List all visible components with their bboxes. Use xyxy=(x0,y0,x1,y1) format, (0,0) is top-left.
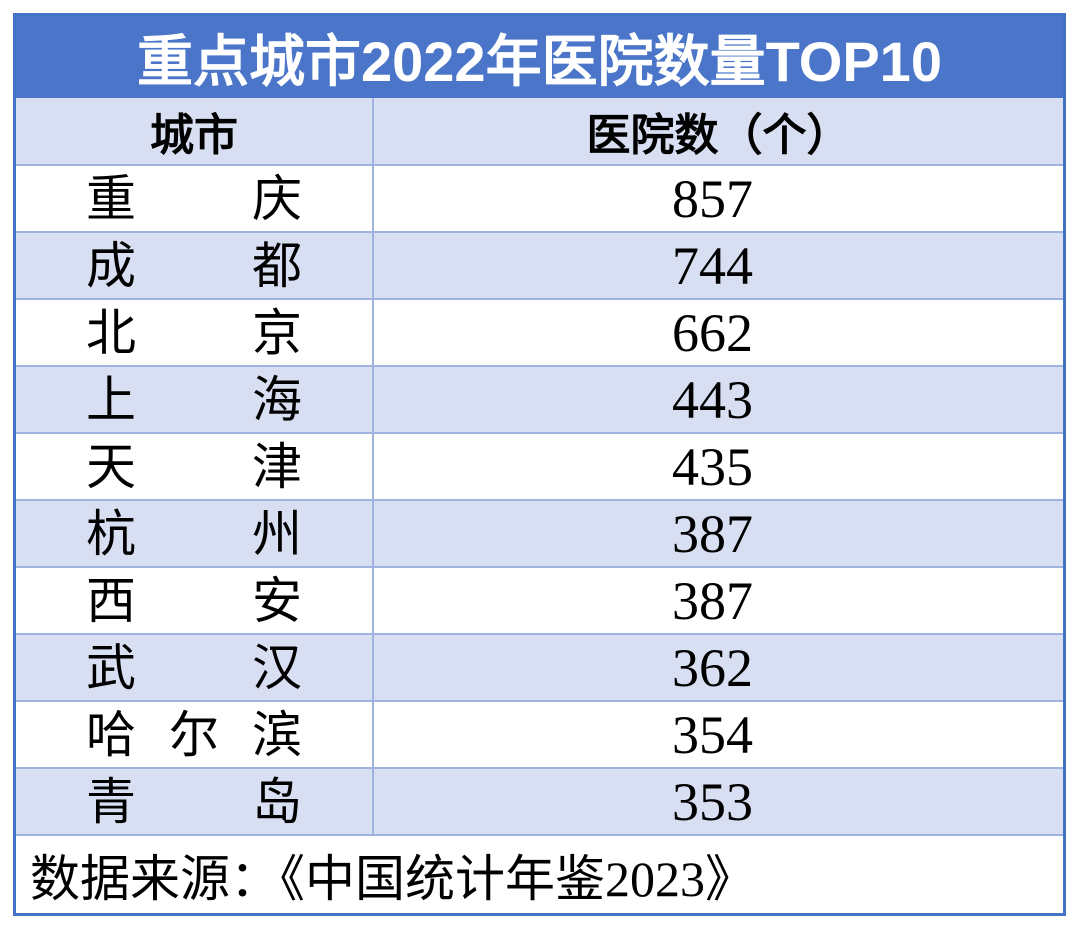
data-source-label: 数据来源：《中国统计年鉴2023》 xyxy=(30,850,755,907)
city-cell: 重庆 xyxy=(16,166,374,231)
city-cell: 哈尔滨 xyxy=(16,702,374,767)
data-source-row: 数据来源：《中国统计年鉴2023》 xyxy=(16,836,1063,913)
city-cell: 上海 xyxy=(16,367,374,432)
city-cell: 青岛 xyxy=(16,769,374,834)
table-row: 北京 662 xyxy=(16,300,1063,367)
city-cell: 武汉 xyxy=(16,635,374,700)
header-count-label: 医院数（个） xyxy=(586,111,851,160)
value-cell: 354 xyxy=(374,702,1063,767)
value-label: 435 xyxy=(672,436,753,497)
value-cell: 744 xyxy=(374,233,1063,298)
city-label: 武汉 xyxy=(86,639,302,696)
city-label: 杭州 xyxy=(86,505,302,562)
table-row: 青岛 353 xyxy=(16,769,1063,836)
value-label: 353 xyxy=(672,771,753,832)
table-row: 上海 443 xyxy=(16,367,1063,434)
city-cell: 天津 xyxy=(16,434,374,499)
table-row: 天津 435 xyxy=(16,434,1063,501)
city-label: 重庆 xyxy=(86,170,302,227)
header-cell-count: 医院数（个） xyxy=(374,98,1063,164)
table-row: 杭州 387 xyxy=(16,501,1063,568)
table-row: 成都 744 xyxy=(16,233,1063,300)
city-cell: 西安 xyxy=(16,568,374,633)
city-label: 天津 xyxy=(86,438,302,495)
value-cell: 387 xyxy=(374,568,1063,633)
city-label: 成都 xyxy=(86,237,302,294)
value-cell: 662 xyxy=(374,300,1063,365)
value-label: 662 xyxy=(672,302,753,363)
city-label: 西安 xyxy=(86,572,302,629)
city-cell: 杭州 xyxy=(16,501,374,566)
value-label: 744 xyxy=(672,235,753,296)
header-cell-city: 城市 xyxy=(16,98,374,164)
value-label: 354 xyxy=(672,704,753,765)
value-cell: 387 xyxy=(374,501,1063,566)
table-row: 西安 387 xyxy=(16,568,1063,635)
city-label: 上海 xyxy=(86,371,302,428)
value-label: 857 xyxy=(672,168,753,229)
city-label: 北京 xyxy=(86,304,302,361)
city-label: 青岛 xyxy=(86,773,302,830)
table-title: 重点城市2022年医院数量TOP10 xyxy=(16,16,1063,98)
value-label: 362 xyxy=(672,637,753,698)
value-cell: 435 xyxy=(374,434,1063,499)
table-row: 哈尔滨 354 xyxy=(16,702,1063,769)
header-city-label: 城市 xyxy=(150,111,238,160)
value-cell: 443 xyxy=(374,367,1063,432)
table-row: 重庆 857 xyxy=(16,166,1063,233)
table-header-row: 城市 医院数（个） xyxy=(16,98,1063,166)
value-cell: 353 xyxy=(374,769,1063,834)
value-cell: 362 xyxy=(374,635,1063,700)
city-label: 哈尔滨 xyxy=(86,706,302,763)
value-label: 387 xyxy=(672,503,753,564)
city-cell: 成都 xyxy=(16,233,374,298)
value-label: 387 xyxy=(672,570,753,631)
table-row: 武汉 362 xyxy=(16,635,1063,702)
hospital-count-table: 重点城市2022年医院数量TOP10 城市 医院数（个） 重庆 857 成都 7… xyxy=(13,13,1066,916)
value-label: 443 xyxy=(672,369,753,430)
value-cell: 857 xyxy=(374,166,1063,231)
city-cell: 北京 xyxy=(16,300,374,365)
